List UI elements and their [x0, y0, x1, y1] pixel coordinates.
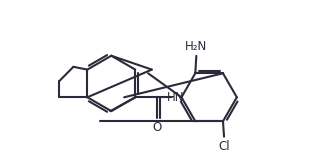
- Text: HN: HN: [166, 91, 184, 104]
- Text: O: O: [152, 121, 161, 134]
- Text: Cl: Cl: [218, 140, 230, 153]
- Text: H₂N: H₂N: [185, 40, 207, 53]
